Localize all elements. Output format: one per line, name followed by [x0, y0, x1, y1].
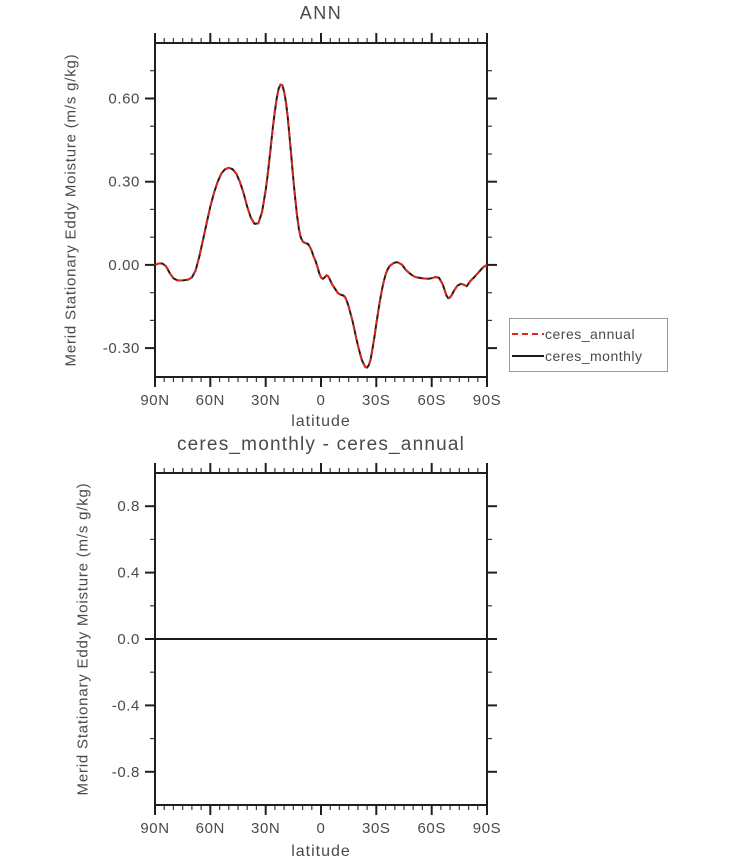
x-tick-label: 60S: [417, 820, 446, 837]
x-tick-label: 30N: [251, 392, 280, 409]
series-line-ceres_monthly: [154, 83, 488, 369]
bottom-chart-y-axis-label: Merid Stationary Eddy Moisture (m/s g/kg…: [74, 482, 92, 796]
y-tick-label: 0.00: [108, 257, 140, 274]
x-tick-label: 90S: [473, 392, 502, 409]
y-tick-label: 0.30: [108, 174, 140, 191]
top-chart-x-axis-label: latitude: [291, 413, 351, 430]
legend-item-ceres-annual: ceres_annual: [512, 326, 665, 342]
x-tick-label: 60N: [196, 392, 225, 409]
chart-panel: 90N 60N 30N 0 30S 60S 90S 0.8 0.4 0.0 -0.4 -0.8: [112, 463, 502, 837]
x-tick-label: 60N: [196, 820, 225, 837]
y-tick-label: 0.4: [117, 565, 140, 582]
series-line-ceres_annual: [154, 83, 488, 369]
bottom-chart-title: ceres_monthly - ceres_annual: [176, 434, 466, 455]
legend-item-ceres-monthly: ceres_monthly: [512, 348, 665, 364]
y-tick-label: 0.0: [117, 631, 140, 648]
y-tick-label: -0.8: [112, 764, 140, 781]
x-tick-label: 90N: [140, 392, 169, 409]
y-tick-label: 0.60: [108, 91, 140, 108]
x-tick-label: 60S: [417, 392, 446, 409]
plot-border: [154, 42, 488, 378]
x-tick-label: 30N: [251, 820, 280, 837]
legend-solid-line-sample: [512, 355, 544, 358]
bottom-chart-x-axis-label: latitude: [291, 843, 351, 860]
x-tick-label: 0: [317, 392, 326, 409]
x-tick-label: 30S: [362, 392, 391, 409]
legend-dashed-line-sample: [512, 332, 544, 335]
chart-panel: 90N 60N 30N 0 30S 60S 90S 0.60 0.30 0.00 -0.30: [103, 33, 501, 409]
x-tick-label: 90N: [140, 820, 169, 837]
top-chart-y-axis-label: Merid Stationary Eddy Moisture (m/s g/kg…: [62, 53, 80, 367]
x-tick-label: 0: [317, 820, 326, 837]
legend-label-ceres-monthly: ceres_monthly: [545, 348, 643, 365]
y-tick-label: -0.4: [112, 697, 140, 714]
legend-label-ceres-annual: ceres_annual: [545, 325, 636, 342]
legend: ceres_annual ceres_monthly: [509, 318, 668, 372]
y-tick-label: -0.30: [103, 340, 140, 357]
y-tick-label: 0.8: [117, 498, 140, 515]
x-tick-label: 90S: [473, 820, 502, 837]
x-tick-label: 30S: [362, 820, 391, 837]
top-chart-title: ANN: [299, 3, 343, 23]
